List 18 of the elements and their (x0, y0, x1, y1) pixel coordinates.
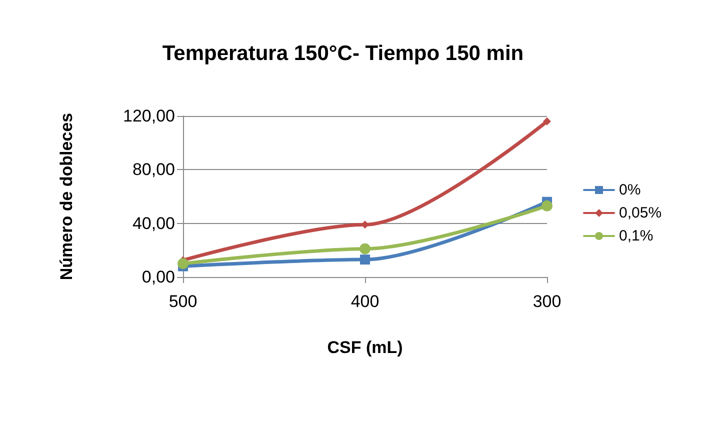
x-axis-title: CSF (mL) (327, 338, 403, 357)
point (542, 200, 552, 212)
legend-label: 0,1% (619, 228, 654, 244)
y-tick-label: 40,00 (132, 214, 175, 233)
y-tick-label: 80,00 (132, 160, 175, 180)
x-tick-label: 400 (350, 292, 380, 311)
y-tick-label: 0,00 (142, 268, 175, 286)
point (360, 254, 370, 265)
x-tick-label: 500 (168, 292, 198, 311)
legend-label: 0% (619, 182, 641, 198)
point (543, 117, 551, 126)
y-tick-label: 120,00 (123, 106, 175, 126)
legend-label: 0,05% (619, 204, 662, 222)
point (360, 243, 370, 254)
y-axis-title: Número de dobleces (57, 112, 76, 280)
chart-title: Temperatura 150°C- Tiempo 150 min (162, 42, 524, 65)
x-tick-label: 300 (532, 292, 562, 311)
point (178, 258, 188, 270)
